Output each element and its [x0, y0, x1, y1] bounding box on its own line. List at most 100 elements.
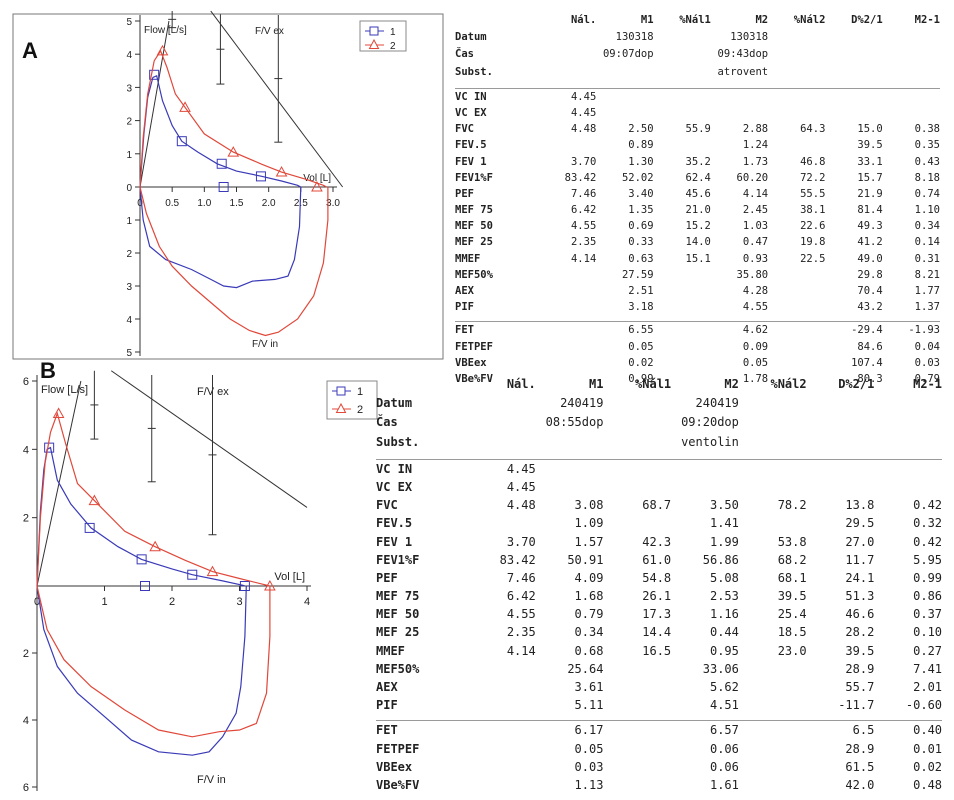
table-cell	[654, 89, 711, 105]
meta-label: Datum	[455, 31, 487, 44]
table-cell	[539, 322, 596, 338]
series-2-marker	[264, 579, 276, 591]
empty-cell	[807, 433, 875, 451]
parameter-label: AEX	[376, 680, 398, 694]
parameter-label: MMEF	[455, 252, 481, 265]
table-cell	[671, 478, 739, 496]
table-row: FETPEF 0.05 0.09 84.6 0.04	[455, 339, 940, 355]
y-tick-label: 2	[23, 513, 29, 525]
parameter-label: MMEF	[376, 643, 405, 658]
table-cell	[739, 460, 807, 478]
parameter-label: PEF	[455, 187, 474, 200]
x-tick-label: 2.0	[262, 198, 276, 209]
parameter-label: PIF	[376, 698, 398, 713]
table-cell: 2.01	[913, 680, 943, 694]
empty-cell	[603, 433, 671, 451]
table-cell	[654, 105, 711, 121]
empty-cell	[874, 413, 942, 431]
inspiratory-label: F/V in	[197, 774, 226, 786]
table-cell	[768, 105, 825, 121]
table-row: FET 6.17 6.57 6.5 0.40	[376, 720, 942, 739]
table-row: FET 6.55 4.62 -29.4 -1.93	[455, 321, 940, 338]
table-cell: 29.5	[845, 516, 875, 531]
table-cell	[539, 267, 596, 283]
table-cell: 19.8	[800, 236, 826, 249]
empty-cell	[768, 46, 825, 62]
column-header: M1	[588, 377, 604, 391]
y-tick-label: 0	[126, 183, 132, 194]
column-header	[376, 375, 468, 393]
series-2-marker	[275, 166, 288, 177]
table-cell: 0.35	[914, 139, 940, 152]
table-cell: 27.59	[621, 268, 654, 281]
legend-entry: 1	[390, 27, 396, 38]
table-cell	[539, 137, 596, 153]
meta-row: Čas 09:07dop 09:43dop	[455, 46, 940, 62]
expiratory-label: F/V ex	[255, 26, 284, 37]
table-row: MEF 25 2.35 0.34 14.4 0.44 18.5 28.2 0.10	[376, 623, 942, 641]
meta-row: Subst. atrovent	[455, 64, 940, 80]
table-cell	[807, 478, 875, 496]
table-cell: 107.4	[851, 356, 883, 369]
table-cell: 0.37	[913, 607, 943, 622]
series-2-marker	[206, 565, 219, 577]
series-1-marker	[239, 581, 250, 591]
parameter-label: MEF 50	[455, 220, 493, 233]
x-axis-label: Vol [L]	[303, 173, 331, 184]
column-header: %Nál2	[793, 14, 826, 26]
table-cell	[603, 460, 671, 478]
table-cell	[603, 696, 671, 714]
legend-swatch-square	[369, 26, 379, 36]
table-cell: 0.38	[914, 123, 940, 136]
spirometry-table-a: Nál. M1 %Nál1 M2 %Nál2 D%2/1 M2-1 Datum 130318 13…	[455, 12, 940, 387]
parameter-label: VBEex	[376, 759, 413, 774]
table-cell	[711, 105, 768, 121]
table-cell: 2.35	[506, 625, 536, 640]
table-cell: 4.09	[574, 570, 604, 585]
parameter-label: FETPEF	[455, 340, 493, 353]
table-cell	[883, 89, 940, 105]
table-cell: 0.05	[574, 741, 604, 756]
table-cell: 4.55	[506, 607, 536, 622]
parameter-label: FET	[455, 324, 474, 337]
table-cell: 3.18	[628, 301, 654, 314]
parameter-label: VBe%FV	[376, 777, 420, 792]
parameter-label: FETPEF	[376, 741, 420, 756]
table-cell: 6.17	[574, 723, 604, 738]
x-tick-label: 0.5	[165, 198, 179, 209]
y-axis-label: Flow [L/s]	[41, 384, 88, 396]
empty-cell	[739, 413, 807, 431]
table-cell: 0.74	[914, 187, 940, 200]
series-2-expiratory-curve	[139, 49, 327, 188]
table-row: MMEF 4.14 0.63 15.1 0.93 22.5 49.0 0.31	[455, 251, 940, 267]
y-tick-label: 4	[23, 444, 29, 456]
table-cell: 26.1	[642, 589, 672, 604]
table-cell: 23.0	[777, 643, 807, 658]
table-cell: 52.02	[621, 171, 654, 184]
empty-cell	[807, 394, 875, 412]
table-cell	[768, 339, 825, 355]
table-cell	[739, 740, 807, 758]
chart-frame	[12, 13, 444, 360]
table-cell: 51.3	[845, 589, 875, 604]
table-cell: 4.45	[506, 479, 536, 494]
table-row: FEV.5 1.09 1.41 29.5 0.32	[376, 514, 942, 532]
y-tick-label: 1	[126, 150, 132, 161]
x-tick-label: 3.0	[326, 198, 340, 209]
table-cell: 16.5	[642, 643, 672, 658]
table-cell	[596, 105, 653, 121]
table-cell: 0.63	[628, 252, 654, 265]
table-row: FEV 1 3.70 1.57 42.3 1.99 53.8 27.0 0.42	[376, 533, 942, 551]
table-cell: 84.6	[857, 340, 883, 353]
series-2-marker	[227, 146, 240, 157]
empty-cell	[468, 394, 536, 412]
table-cell: 1.37	[914, 301, 940, 314]
table-cell	[807, 460, 875, 478]
series-1-marker	[255, 171, 266, 182]
table-cell: -0.60	[905, 698, 943, 713]
table-cell: 11.7	[845, 552, 875, 567]
meta-m1	[596, 64, 653, 80]
table-row: MEF50% 27.59 35.80 29.8 8.21	[455, 267, 940, 283]
table-cell	[654, 339, 711, 355]
